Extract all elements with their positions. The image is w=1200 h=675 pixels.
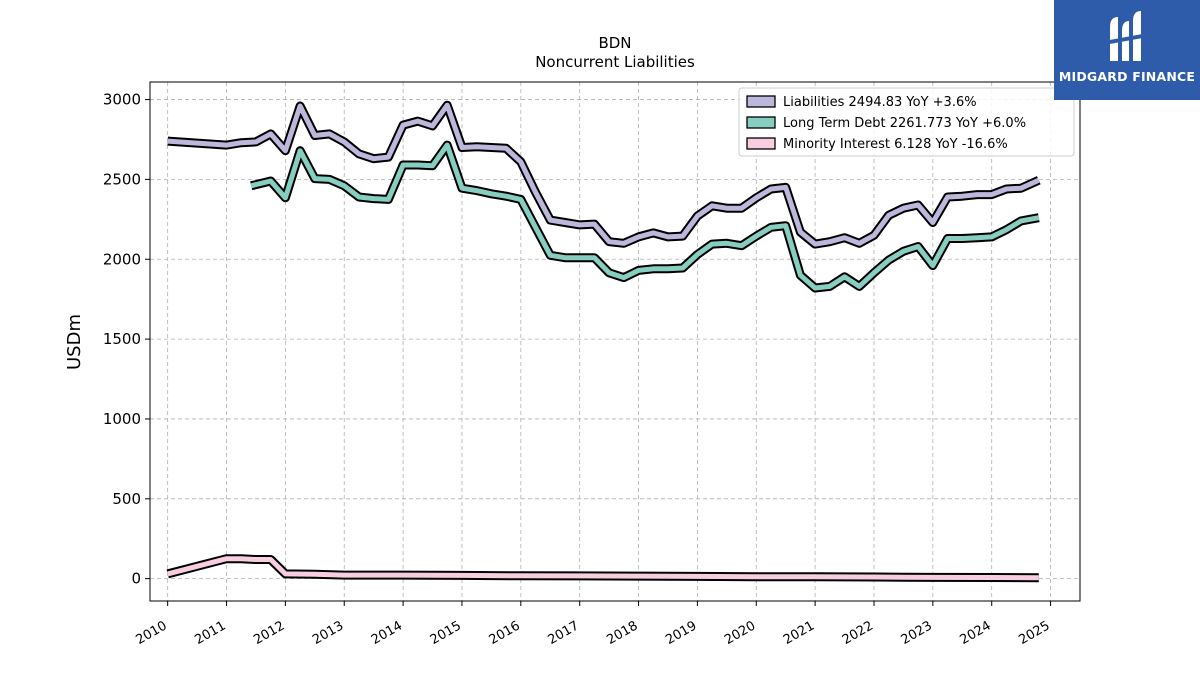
legend-box [738,87,1075,157]
x-tick-label: 2020 [722,618,758,648]
x-tick-label: 2012 [251,618,287,648]
logo-text: MIDGARD FINANCE [1058,69,1196,84]
series-line-2 [167,556,1039,581]
legend-swatch [746,116,776,129]
legend-label: Long Term Debt 2261.773 YoY +6.0% [783,116,1026,131]
y-tick-label: 500 [112,490,141,508]
x-tick-label: 2024 [958,618,994,648]
legend: Liabilities 2494.83 YoY +3.6% Long Term D… [738,87,1075,157]
midgard-logo: MIDGARD FINANCE [1054,0,1200,100]
series-line-1 [250,142,1040,291]
x-tick-label: 2022 [840,618,876,648]
midgard-logo-icon [1104,11,1148,61]
x-tick-label: 2017 [546,618,582,648]
legend-label: Liabilities 2494.83 YoY +3.6% [783,95,977,110]
y-tick-label: 0 [131,570,141,588]
chart-title: BDN [598,34,631,52]
x-tick-label: 2023 [899,618,935,648]
legend-label: Minority Interest 6.128 YoY -16.6% [783,137,1008,152]
grid [150,82,1080,601]
x-tick-label: 2018 [604,618,640,648]
y-tick-label: 1500 [103,330,141,348]
x-tick-label: 2021 [781,618,817,648]
x-tick-label: 2013 [310,618,346,648]
x-tick-label: 2016 [487,618,523,648]
y-tick-label: 3000 [103,91,141,109]
y-tick-label: 2500 [103,170,141,188]
x-axis: 2010 2011 2012 2013 2014 2015 2016 2017 2018 2019… [133,601,1053,648]
y-tick-label: 1000 [103,410,141,428]
y-axis-label: USDm [64,314,85,370]
y-tick-label: 2000 [103,250,141,268]
series-outline-1 [250,140,1040,293]
x-tick-label: 2011 [192,618,228,648]
series-line-0 [167,102,1040,247]
series-lines [166,100,1041,583]
x-tick-label: 2010 [133,618,169,648]
legend-swatch [746,137,776,150]
x-tick-label: 2015 [428,618,464,648]
x-tick-label: 2025 [1016,618,1052,648]
y-axis: 0 500 1000 1500 2000 2500 3000 [103,91,150,588]
legend-swatch [746,95,776,108]
plot-area [149,81,1081,602]
chart-subtitle: Noncurrent Liabilities [535,53,695,71]
x-tick-label: 2014 [369,618,405,648]
x-tick-label: 2019 [663,618,699,648]
